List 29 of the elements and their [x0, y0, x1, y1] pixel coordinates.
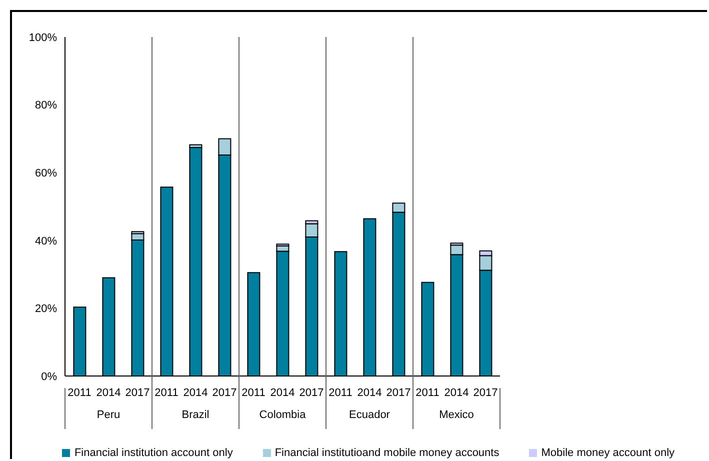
y-tick-label: 80% [34, 100, 58, 112]
x-tick-label: 2011 [416, 387, 440, 399]
y-tick-label: 0% [41, 370, 58, 383]
y-tick-label: 100% [28, 32, 58, 44]
y-tick-label: 20% [34, 303, 58, 316]
legend-label: Financial institutioand mobile money accounts [274, 447, 500, 459]
x-tick-label: 2014 [96, 387, 121, 399]
y-tick-label: 40% [34, 235, 58, 248]
x-tick-label: 2014 [444, 387, 469, 399]
x-tick-label: 2011 [242, 387, 266, 399]
x-tick-label: 2014 [357, 387, 382, 399]
text: Peru [96, 409, 120, 421]
y-tick-label: 60% [34, 168, 58, 180]
text: Ecuador [349, 409, 390, 421]
x-tick-label: 2014 [183, 387, 208, 399]
text: Colombia [259, 409, 307, 421]
legend-label: Mobile money account only [541, 447, 675, 459]
text: Mexico [439, 409, 474, 421]
text: Brazil [182, 409, 210, 421]
x-tick-label: 2011 [154, 387, 178, 399]
x-tick-label: 2017 [473, 387, 498, 399]
x-tick-label: 2017 [299, 387, 324, 399]
x-tick-label: 2011 [328, 387, 352, 399]
x-tick-label: 2017 [212, 387, 237, 399]
x-tick-label: 2011 [68, 387, 92, 399]
x-tick-label: 2014 [270, 387, 295, 399]
x-tick-label: 2017 [386, 387, 411, 399]
legend-label: Financial institution account only [74, 447, 233, 459]
x-tick-label: 2017 [125, 387, 150, 399]
